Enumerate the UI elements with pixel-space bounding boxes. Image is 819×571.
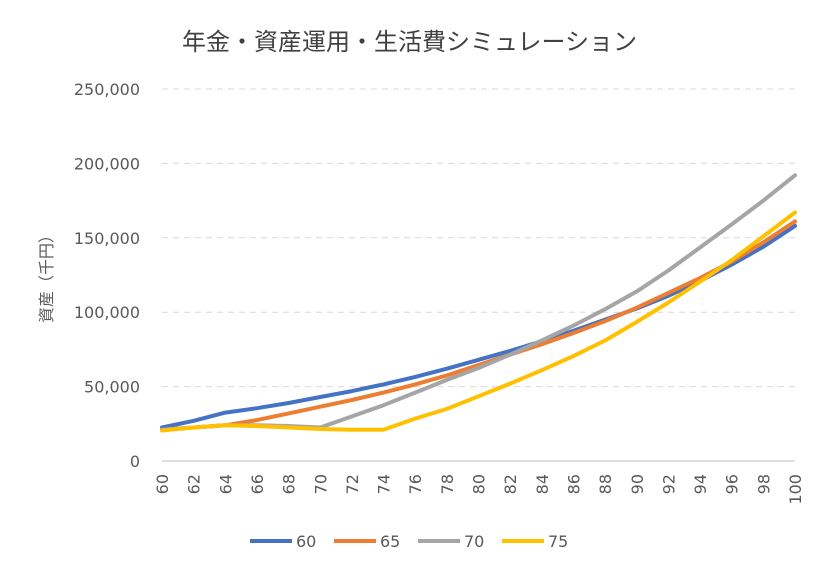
x-tick-label: 68: [280, 474, 299, 494]
series-line-60: [160, 223, 797, 430]
x-tick-label: 90: [628, 474, 647, 494]
x-tick-label: 82: [501, 474, 520, 494]
x-tick-label: 98: [754, 474, 773, 494]
x-tick-label: 86: [564, 474, 583, 494]
y-tick-label: 100,000: [74, 303, 140, 322]
x-tick-label: 100: [786, 474, 805, 505]
x-tick-label: 66: [248, 474, 267, 494]
y-tick-label: 250,000: [74, 80, 140, 99]
x-tick-label: 74: [375, 474, 394, 494]
x-tick-label: 64: [216, 474, 235, 494]
x-tick-label: 92: [659, 474, 678, 494]
series-line-70: [160, 173, 797, 432]
y-axis-label: 資産（千円）: [37, 227, 56, 323]
x-tick-label: 88: [596, 474, 615, 494]
x-tick-label: 96: [723, 474, 742, 494]
x-tick-label: 70: [311, 474, 330, 494]
x-tick-label: 60: [153, 474, 172, 494]
legend-label: 60: [296, 532, 316, 551]
series-line-75: [160, 210, 797, 433]
y-tick-label: 0: [130, 452, 140, 471]
chart-title: 年金・資産運用・生活費シミュレーション: [181, 28, 638, 56]
x-tick-label: 72: [343, 474, 362, 494]
y-tick-label: 50,000: [84, 378, 140, 397]
x-tick-label: 78: [438, 474, 457, 494]
x-tick-label: 62: [185, 474, 204, 494]
x-tick-label: 84: [533, 474, 552, 494]
x-tick-label: 76: [406, 474, 425, 494]
legend-label: 70: [464, 532, 484, 551]
legend-label: 75: [548, 532, 568, 551]
legend-label: 65: [380, 532, 400, 551]
y-tick-label: 200,000: [74, 154, 140, 173]
y-tick-label: 150,000: [74, 229, 140, 248]
series-line-65: [160, 219, 797, 432]
x-tick-label: 80: [470, 474, 489, 494]
x-tick-label: 94: [691, 474, 710, 494]
